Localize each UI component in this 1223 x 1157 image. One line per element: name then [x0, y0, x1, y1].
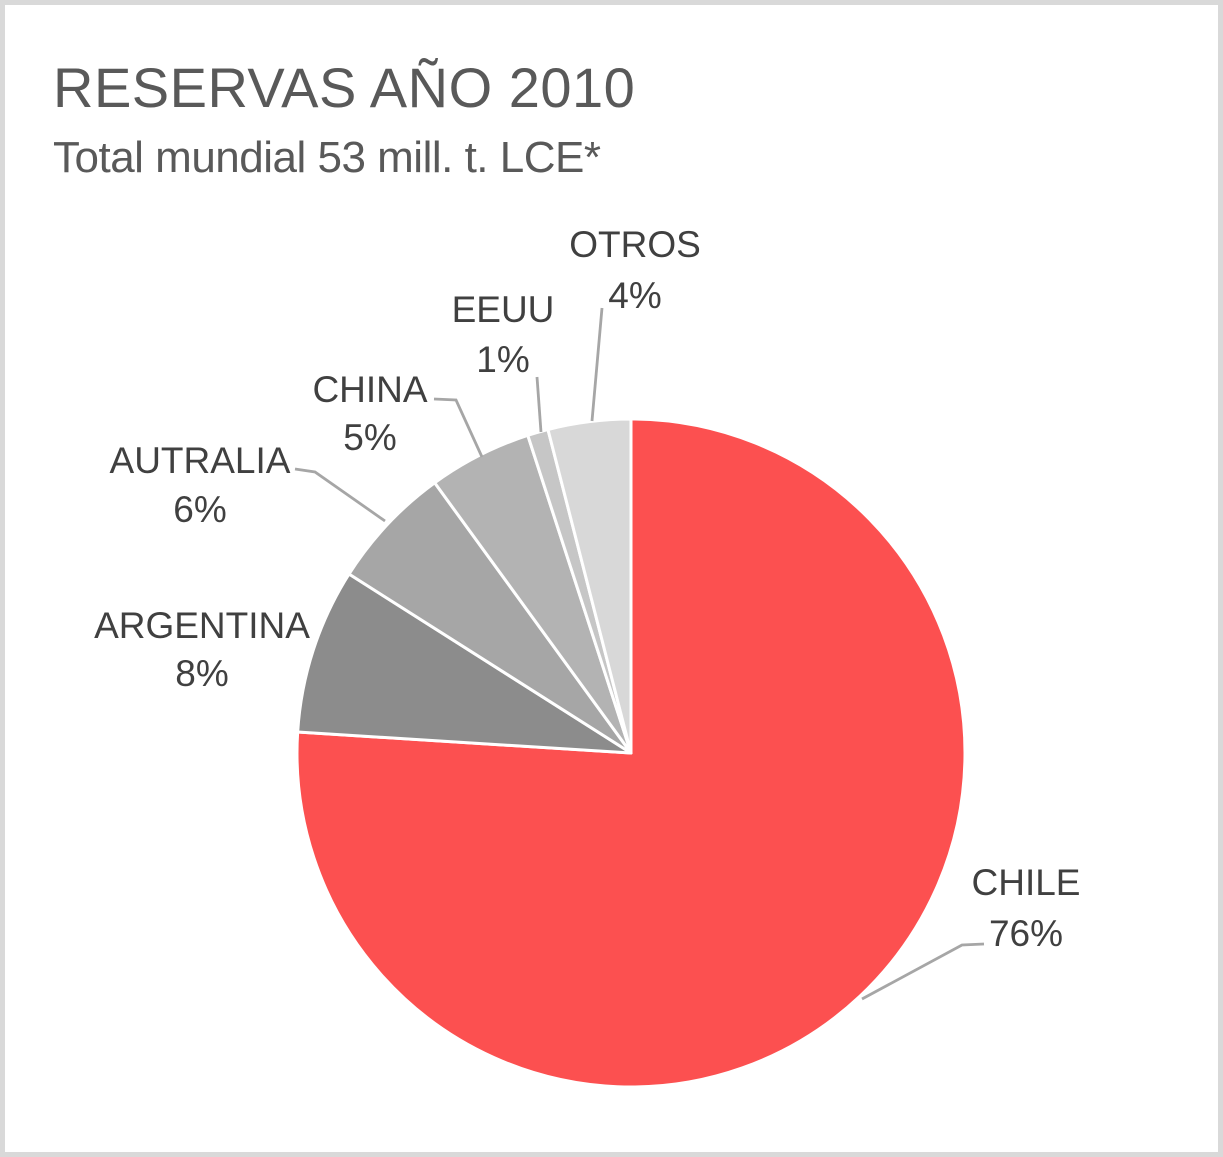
slice-label-chile: CHILE 76%: [972, 862, 1081, 954]
pie-chart-canvas: CHILE 76% ARGENTINA 8% AUTRALIA 6% CHINA 5% EEUU…: [94, 224, 1081, 1089]
pie-slice-otros[interactable]: [546, 417, 633, 755]
slice-label-china: CHINA 5%: [312, 369, 427, 458]
pie-slice-chile[interactable]: [295, 417, 967, 1089]
slice-label-value-china: 5%: [343, 417, 396, 458]
leader-line-eeuu: [535, 376, 543, 433]
slice-label-argentina: ARGENTINA 8%: [94, 605, 310, 694]
leader-line-chile: [861, 942, 985, 1001]
slice-label-value-autralia: 6%: [173, 489, 226, 530]
slice-label-otros: OTROS 4%: [569, 224, 701, 316]
slice-label-name-argentina: ARGENTINA: [94, 605, 310, 646]
pie-slice-autralia[interactable]: [347, 481, 633, 755]
slice-label-name-otros: OTROS: [569, 224, 701, 265]
slice-label-autralia: AUTRALIA 6%: [110, 440, 291, 530]
leader-line-autralia: [294, 467, 386, 523]
slice-label-name-chile: CHILE: [972, 862, 1081, 903]
leader-line-china: [433, 397, 484, 458]
slice-label-name-eeuu: EEUU: [452, 289, 555, 330]
slice-label-value-otros: 4%: [608, 275, 661, 316]
slice-label-name-autralia: AUTRALIA: [110, 440, 291, 481]
slice-label-value-eeuu: 1%: [476, 339, 529, 380]
leader-line-otros: [590, 307, 604, 422]
slice-label-eeuu: EEUU 1%: [452, 289, 555, 380]
pie-slice-argentina[interactable]: [296, 572, 633, 755]
slice-label-value-argentina: 8%: [175, 653, 228, 694]
chart-title: RESERVAS AÑO 2010: [53, 56, 636, 119]
slice-label-value-chile: 76%: [989, 913, 1063, 954]
slice-label-name-china: CHINA: [312, 369, 427, 410]
chart-subtitle: Total mundial 53 mill. t. LCE*: [53, 133, 601, 182]
